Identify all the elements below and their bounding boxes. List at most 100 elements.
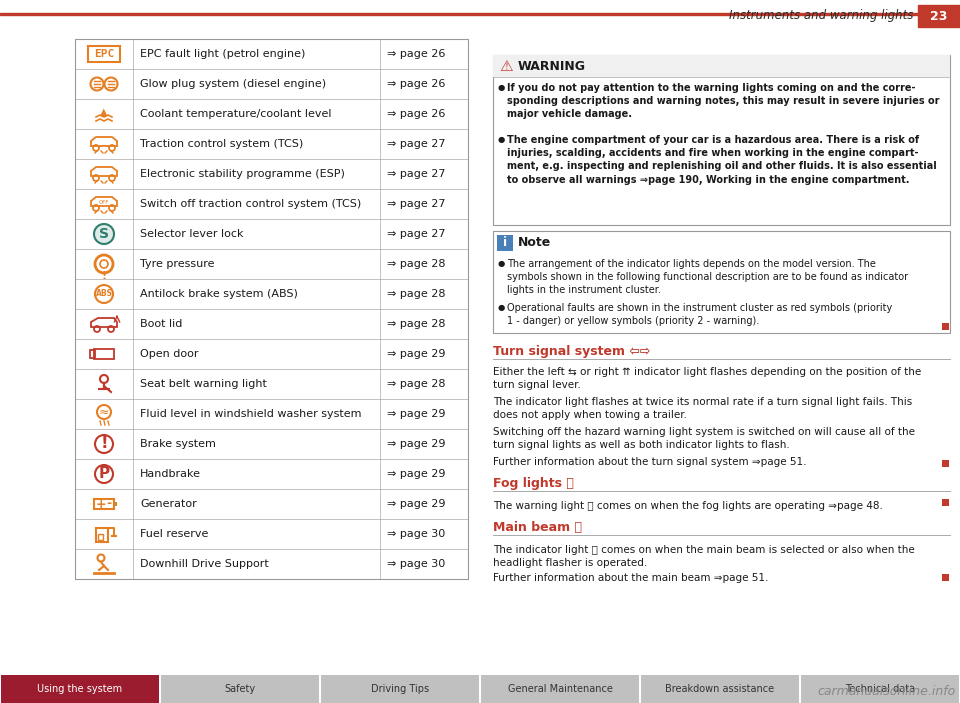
Text: ⇒ page 28: ⇒ page 28 <box>387 379 445 389</box>
Text: -: - <box>107 498 111 510</box>
Text: !: ! <box>100 434 108 452</box>
Text: Coolant temperature/coolant level: Coolant temperature/coolant level <box>140 109 331 119</box>
Bar <box>98 534 103 540</box>
Text: ABS: ABS <box>95 290 112 299</box>
Text: General Maintenance: General Maintenance <box>508 684 612 694</box>
Bar <box>493 231 950 333</box>
Bar <box>942 323 949 330</box>
Text: ⇒ page 30: ⇒ page 30 <box>387 529 445 539</box>
Bar <box>493 55 950 77</box>
Text: 23: 23 <box>930 10 948 22</box>
Text: ⇒ page 28: ⇒ page 28 <box>387 319 445 329</box>
Text: ⇒ page 29: ⇒ page 29 <box>387 499 445 509</box>
Text: ●: ● <box>498 303 505 312</box>
Text: Generator: Generator <box>140 499 197 509</box>
Text: Fluid level in windshield washer system: Fluid level in windshield washer system <box>140 409 362 419</box>
Bar <box>942 574 949 581</box>
Text: Switching off the hazard warning light system is switched on will cause all of t: Switching off the hazard warning light s… <box>493 427 915 450</box>
Text: Main beam ⧞: Main beam ⧞ <box>493 521 582 534</box>
Bar <box>96 528 108 542</box>
Text: OFF: OFF <box>99 200 109 205</box>
Text: ⇒ page 28: ⇒ page 28 <box>387 289 445 299</box>
Bar <box>94 499 114 509</box>
Text: Fog lights ⧟: Fog lights ⧟ <box>493 477 574 490</box>
Text: Switch off traction control system (TCS): Switch off traction control system (TCS) <box>140 199 361 209</box>
Text: The indicator light flashes at twice its normal rate if a turn signal light fail: The indicator light flashes at twice its… <box>493 397 912 420</box>
Bar <box>88 46 120 62</box>
Circle shape <box>94 224 114 244</box>
Text: Technical data: Technical data <box>845 684 915 694</box>
Text: Breakdown assistance: Breakdown assistance <box>665 684 775 694</box>
Text: Note: Note <box>518 236 551 250</box>
Text: ⇒ page 26: ⇒ page 26 <box>387 109 445 119</box>
Text: ⇒ page 27: ⇒ page 27 <box>387 199 445 209</box>
Text: Safety: Safety <box>225 684 255 694</box>
Text: ▲: ▲ <box>100 107 108 117</box>
Text: Tyre pressure: Tyre pressure <box>140 259 214 269</box>
Bar <box>114 502 117 506</box>
Text: Using the system: Using the system <box>37 684 123 694</box>
Text: The indicator light ⧞ comes on when the main beam is selected or also when the
h: The indicator light ⧞ comes on when the … <box>493 545 915 568</box>
Text: ⇒ page 27: ⇒ page 27 <box>387 139 445 149</box>
Text: Boot lid: Boot lid <box>140 319 182 329</box>
Text: Antilock brake system (ABS): Antilock brake system (ABS) <box>140 289 298 299</box>
Text: ●: ● <box>498 135 505 144</box>
Text: Further information about the turn signal system ⇒page 51.: Further information about the turn signa… <box>493 457 806 467</box>
Text: ⇒ page 29: ⇒ page 29 <box>387 409 445 419</box>
Text: ⇒ page 26: ⇒ page 26 <box>387 79 445 89</box>
Text: ⇒ page 29: ⇒ page 29 <box>387 349 445 359</box>
Text: Driving Tips: Driving Tips <box>371 684 429 694</box>
Text: The warning light ⧟ comes on when the fog lights are operating ⇒page 48.: The warning light ⧟ comes on when the fo… <box>493 501 883 511</box>
Text: ●: ● <box>498 83 505 92</box>
Text: Operational faults are shown in the instrument cluster as red symbols (priority
: Operational faults are shown in the inst… <box>507 303 892 326</box>
Text: Instruments and warning lights: Instruments and warning lights <box>729 10 913 22</box>
Text: ⇒ page 26: ⇒ page 26 <box>387 49 445 59</box>
Text: carmanualsonline.info: carmanualsonline.info <box>818 685 956 698</box>
Text: If you do not pay attention to the warning lights coming on and the corre-
spond: If you do not pay attention to the warni… <box>507 83 940 120</box>
Bar <box>90 350 95 358</box>
Text: Electronic stability programme (ESP): Electronic stability programme (ESP) <box>140 169 345 179</box>
Bar <box>497 235 513 251</box>
Text: WARNING: WARNING <box>518 60 586 72</box>
Text: ⇒ page 28: ⇒ page 28 <box>387 259 445 269</box>
Bar <box>918 5 960 27</box>
Text: P: P <box>99 467 109 482</box>
Text: ⇒ page 29: ⇒ page 29 <box>387 469 445 479</box>
Bar <box>1 675 159 703</box>
Bar <box>75 39 468 579</box>
Text: Handbrake: Handbrake <box>140 469 201 479</box>
Bar <box>942 499 949 506</box>
Bar <box>0 13 960 15</box>
Text: The engine compartment of your car is a hazardous area. There is a risk of
injur: The engine compartment of your car is a … <box>507 135 937 185</box>
Text: ≈: ≈ <box>99 406 109 418</box>
Text: i: i <box>503 236 507 250</box>
Text: ⚠: ⚠ <box>499 58 513 74</box>
Text: Selector lever lock: Selector lever lock <box>140 229 244 239</box>
Text: ⇒ page 29: ⇒ page 29 <box>387 439 445 449</box>
Text: Traction control system (TCS): Traction control system (TCS) <box>140 139 303 149</box>
Text: The arrangement of the indicator lights depends on the model version. The
symbol: The arrangement of the indicator lights … <box>507 259 908 295</box>
Bar <box>493 55 950 225</box>
Text: ⇒ page 30: ⇒ page 30 <box>387 559 445 569</box>
Text: Turn signal system ⇦⇨: Turn signal system ⇦⇨ <box>493 345 650 358</box>
Text: Either the left ⇆ or right ⇈ indicator light flashes depending on the position o: Either the left ⇆ or right ⇈ indicator l… <box>493 367 922 390</box>
Bar <box>481 675 639 703</box>
Text: Open door: Open door <box>140 349 199 359</box>
Text: Brake system: Brake system <box>140 439 216 449</box>
Bar <box>641 675 799 703</box>
Text: Seat belt warning light: Seat belt warning light <box>140 379 267 389</box>
Bar <box>801 675 959 703</box>
Text: ⇒ page 27: ⇒ page 27 <box>387 229 445 239</box>
Bar <box>321 675 479 703</box>
Text: EPC: EPC <box>94 49 114 59</box>
Text: Fuel reserve: Fuel reserve <box>140 529 208 539</box>
Text: !: ! <box>102 271 107 281</box>
Bar <box>94 349 114 359</box>
Text: ⇒ page 27: ⇒ page 27 <box>387 169 445 179</box>
Text: EPC fault light (petrol engine): EPC fault light (petrol engine) <box>140 49 305 59</box>
Text: Glow plug system (diesel engine): Glow plug system (diesel engine) <box>140 79 326 89</box>
Text: Further information about the main beam ⇒page 51.: Further information about the main beam … <box>493 573 768 583</box>
Bar <box>942 460 949 467</box>
Text: S: S <box>99 227 109 241</box>
Text: Downhill Drive Support: Downhill Drive Support <box>140 559 269 569</box>
